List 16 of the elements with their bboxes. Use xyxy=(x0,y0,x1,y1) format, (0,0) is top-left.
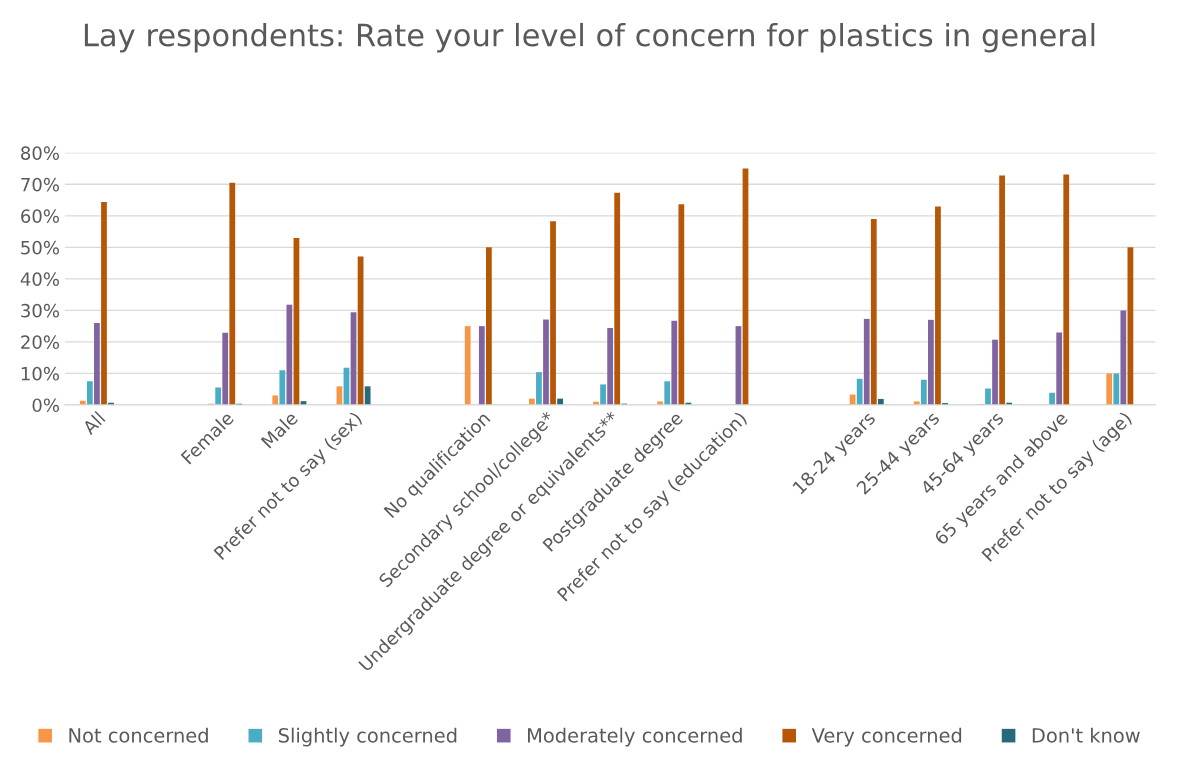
legend-label: Moderately concerned xyxy=(528,727,742,747)
y-tick-label: 20% xyxy=(21,335,59,350)
y-tick-label: 10% xyxy=(21,366,59,381)
legend-label: Don't know xyxy=(1032,727,1140,743)
legend-label: Not concerned xyxy=(69,727,208,743)
y-tick-label: 60% xyxy=(21,209,59,223)
chart-title: Lay respondents: Rate your level of concern for plastics in general xyxy=(84,22,1095,53)
y-tick-label: 70% xyxy=(21,177,59,192)
x-tick-label: All xyxy=(81,410,106,436)
y-tick-label: 50% xyxy=(21,240,59,255)
y-tick-label: 80% xyxy=(21,146,59,160)
legend-label: Very concerned xyxy=(811,727,962,747)
legend-label: Slightly concerned xyxy=(278,727,457,747)
y-tick-label: 30% xyxy=(21,303,59,318)
y-tick-label: 0% xyxy=(32,398,59,413)
y-tick-label: 40% xyxy=(20,272,59,286)
